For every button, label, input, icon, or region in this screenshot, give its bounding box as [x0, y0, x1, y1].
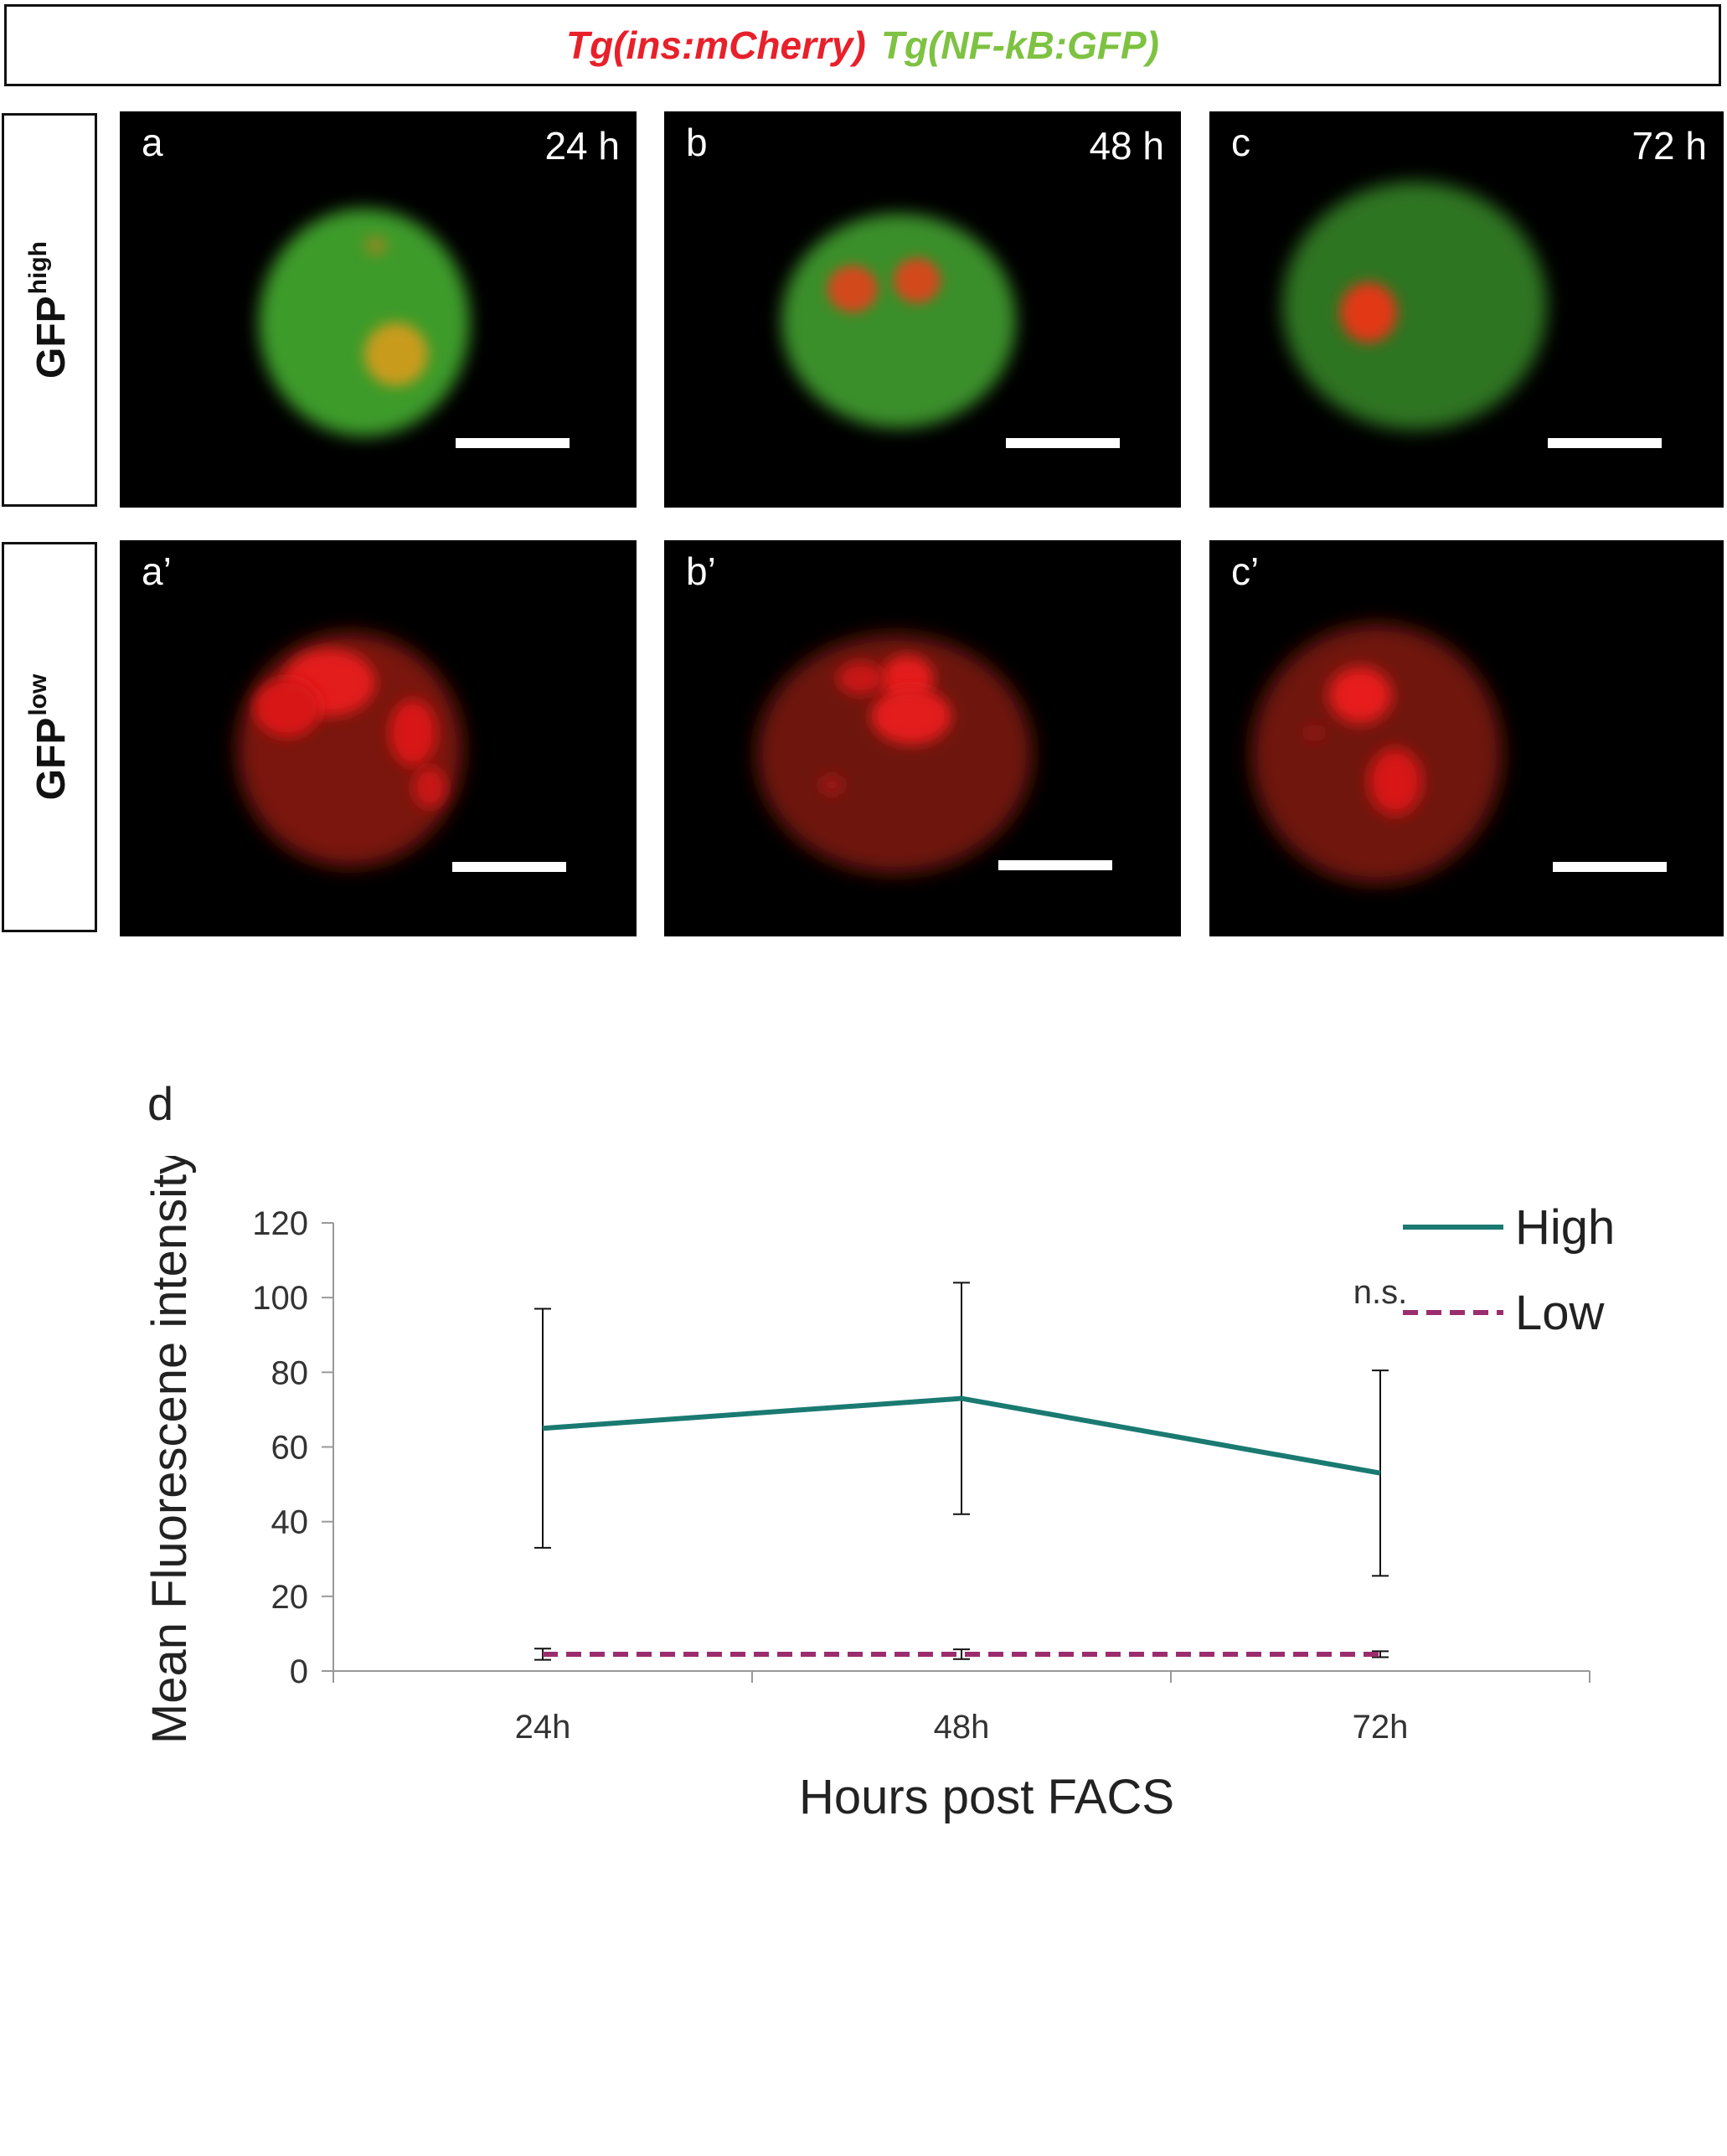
cell-image-a — [259, 209, 470, 436]
chart-marks: n.s. — [534, 1274, 1407, 1661]
scale-bar — [456, 438, 570, 448]
panel-letter: a — [142, 121, 163, 164]
panel-time: 72 h — [1632, 124, 1707, 168]
y-axis-title: Mean Fluorescene intensity — [142, 1156, 197, 1744]
panel-time: 48 h — [1089, 124, 1164, 168]
significance-annotation: n.s. — [1353, 1274, 1407, 1311]
series-line-high — [542, 1395, 1381, 1476]
micrograph-panel-b-prime: b’ — [664, 540, 1181, 936]
row-label-text: GFP — [29, 296, 74, 379]
y-tick-label: 100 — [252, 1280, 308, 1317]
scale-bar — [1006, 438, 1120, 448]
micrograph-panel-c-prime: c’ — [1209, 540, 1724, 936]
panel-letter: b’ — [686, 549, 716, 593]
micrograph-panel-c: c 72 h — [1209, 111, 1724, 508]
figure-header: Tg(ins:mCherry) Tg(NF-kB:GFP) — [4, 4, 1721, 86]
cell-image-b-prime — [756, 634, 1033, 874]
y-tick-label: 120 — [252, 1205, 308, 1242]
scale-bar — [1553, 862, 1667, 872]
panel-time: 24 h — [544, 124, 620, 168]
micrograph-panel-a: a 24 h — [120, 111, 637, 508]
row-label-superscript: high — [24, 241, 52, 295]
x-axis-title: Hours post FACS — [799, 1770, 1174, 1824]
row-label-gfp-low: GFPlow — [2, 542, 97, 932]
scale-bar — [1548, 438, 1662, 448]
y-tick-label: 80 — [271, 1354, 309, 1391]
x-tick-label: 48h — [934, 1709, 990, 1746]
scale-bar — [998, 860, 1112, 870]
header-transgene-mcherry: Tg(ins:mCherry) — [566, 23, 866, 67]
micrograph-panel-b: b 48 h — [664, 111, 1181, 508]
panel-letter: a’ — [142, 549, 172, 593]
panel-letter: b — [686, 121, 708, 164]
legend-label-high: High — [1515, 1200, 1615, 1255]
cell-image-c — [1282, 182, 1547, 430]
row-label-text: GFP — [29, 717, 74, 801]
scale-bar — [452, 862, 566, 872]
y-tick-label: 60 — [271, 1430, 309, 1467]
micrograph-panel-a-prime: a’ — [120, 540, 637, 936]
line-chart: 0 20 40 60 80 100 120 24h 48h 72h Hours post FACS M… — [142, 1156, 1615, 1824]
x-tick-label: 24h — [515, 1709, 571, 1746]
cell-image-b — [781, 214, 1016, 428]
panel-letter-d: d — [147, 1077, 174, 1130]
row-label-gfp-high: GFPhigh — [2, 113, 97, 507]
chart-legend: High Low — [1403, 1200, 1615, 1340]
y-tick-label: 40 — [271, 1504, 309, 1541]
chart-axes: 0 20 40 60 80 100 120 24h 48h 72h Hours post FACS M… — [142, 1156, 1590, 1824]
row-label-superscript: low — [24, 673, 52, 716]
panel-letter: c — [1231, 121, 1250, 164]
x-tick-label: 72h — [1353, 1709, 1409, 1746]
y-tick-label: 0 — [290, 1653, 308, 1690]
y-tick-label: 20 — [271, 1579, 309, 1616]
header-transgene-gfp: Tg(NF-kB:GFP) — [880, 23, 1159, 67]
cell-image-a-prime — [237, 632, 463, 867]
cell-image-c-prime — [1251, 624, 1503, 884]
panel-letter: c’ — [1231, 549, 1260, 593]
legend-label-low: Low — [1515, 1286, 1606, 1340]
